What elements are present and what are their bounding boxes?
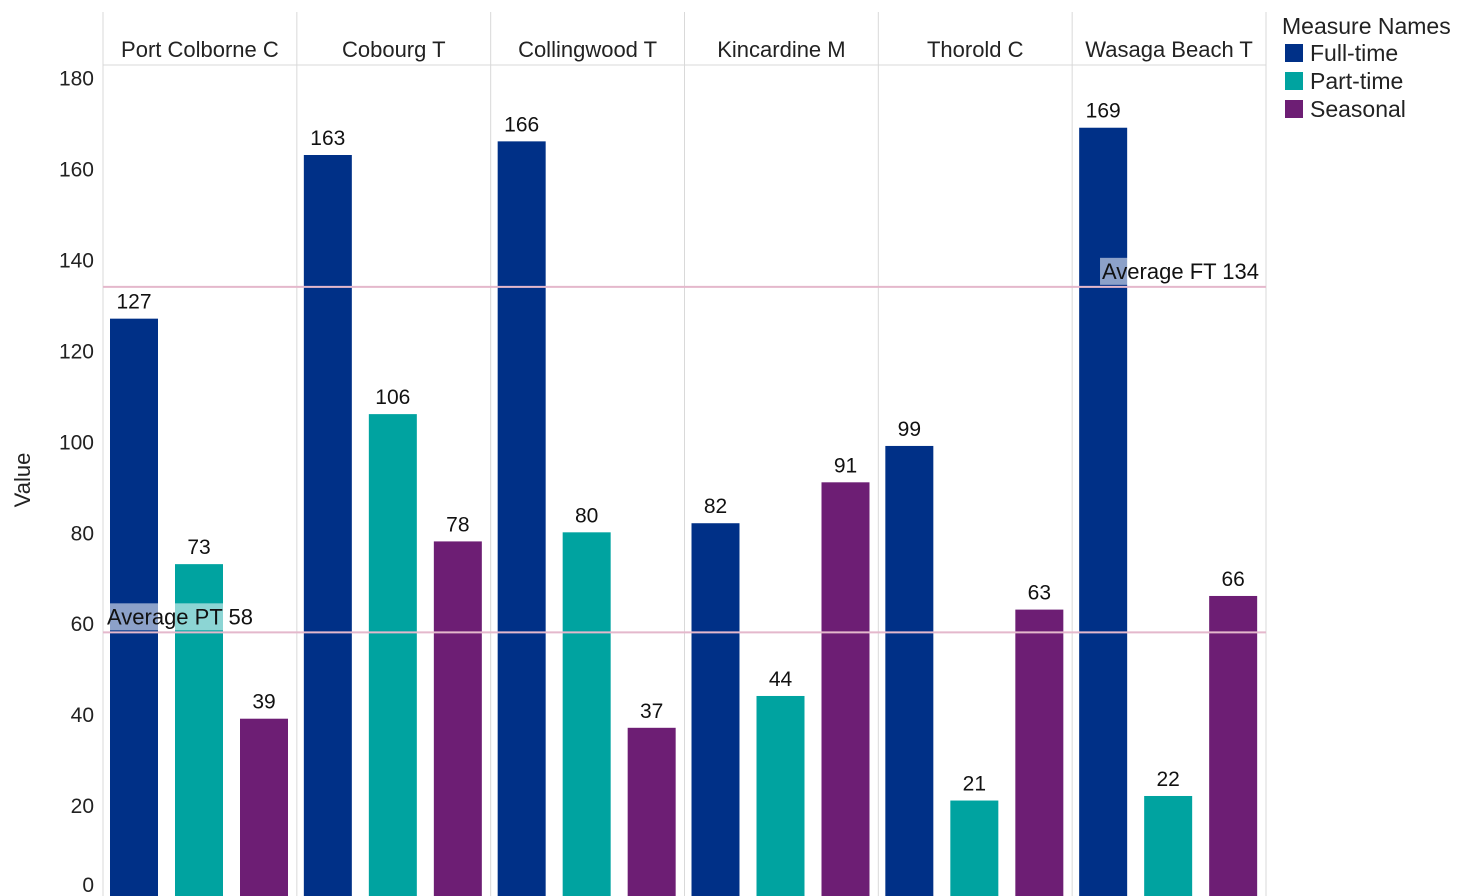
panel-header: Wasaga Beach T (1085, 37, 1253, 62)
panel-header: Thorold C (927, 37, 1024, 62)
y-axis-title: Value (10, 453, 35, 508)
legend-title: Measure Names (1282, 13, 1451, 39)
bar-value-label: 163 (310, 127, 345, 150)
bar-value-label: 169 (1086, 100, 1121, 123)
bar (497, 141, 546, 896)
reference-label-background (1100, 257, 1261, 285)
legend-entry: Part-time (1310, 68, 1403, 94)
bar-value-label: 80 (575, 504, 598, 527)
legend-entry: Seasonal (1310, 96, 1406, 122)
bar (303, 155, 352, 896)
bar-value-label: 37 (640, 700, 663, 723)
bar-value-label: 99 (898, 418, 921, 441)
bar-value-label: 78 (446, 513, 469, 536)
y-tick-label: 20 (71, 795, 94, 818)
panel-header: Port Colborne C (121, 37, 279, 62)
bar (1015, 609, 1064, 896)
bar (1079, 127, 1128, 896)
y-tick-label: 140 (59, 250, 94, 273)
labels-layer: 0 20 40 60 80 100 120 140 160 180 Port Colborne C C… (59, 37, 1253, 896)
bar (691, 523, 740, 896)
reference-label-background (105, 603, 255, 631)
bar-value-label: 44 (769, 668, 793, 691)
bar (1209, 595, 1258, 896)
y-tick-label: 80 (71, 522, 94, 545)
reference-line-label: Average FT 134 (1102, 259, 1259, 284)
bar-value-label: 21 (963, 773, 986, 796)
bars-layer (110, 127, 1258, 896)
bar-value-label: 39 (252, 691, 275, 714)
y-tick-label: 120 (59, 340, 94, 363)
bar-value-label: 82 (704, 495, 727, 518)
legend-swatch (1285, 44, 1303, 62)
y-tick-label: 160 (59, 159, 94, 182)
bar (627, 727, 676, 896)
bar-value-label: 166 (504, 113, 539, 136)
bar-value-label: 73 (187, 536, 210, 559)
legend-swatch (1285, 100, 1303, 118)
panel-header: Cobourg T (342, 37, 446, 62)
reference-line-label: Average PT 58 (107, 604, 253, 629)
bar-value-label: 66 (1221, 568, 1244, 591)
bar-value-label: 91 (834, 454, 857, 477)
y-tick-label: 0 (82, 874, 94, 896)
bar (756, 695, 805, 896)
reference-lines-layer: Average FT 134 Average PT 58 (103, 257, 1266, 634)
bar (562, 532, 611, 896)
bar (821, 482, 870, 896)
bar-value-label: 22 (1156, 768, 1179, 791)
bar-value-label: 106 (375, 386, 410, 409)
bar-value-label: 127 (116, 291, 151, 314)
bar (950, 800, 999, 896)
grid-layer (102, 12, 1267, 896)
y-tick-label: 100 (59, 431, 94, 454)
panel-header: Kincardine M (717, 37, 845, 62)
legend-entry: Full-time (1310, 40, 1398, 66)
bar (368, 414, 417, 896)
bar (240, 718, 288, 896)
bar-value-label: 63 (1028, 582, 1051, 605)
y-tick-label: 40 (71, 704, 94, 727)
bar (885, 445, 934, 896)
legend-swatch (1285, 72, 1303, 90)
bar (433, 541, 482, 896)
y-tick-label: 60 (71, 613, 94, 636)
y-tick-label: 180 (59, 68, 94, 91)
panel-header: Collingwood T (518, 37, 657, 62)
bar (1144, 795, 1193, 896)
